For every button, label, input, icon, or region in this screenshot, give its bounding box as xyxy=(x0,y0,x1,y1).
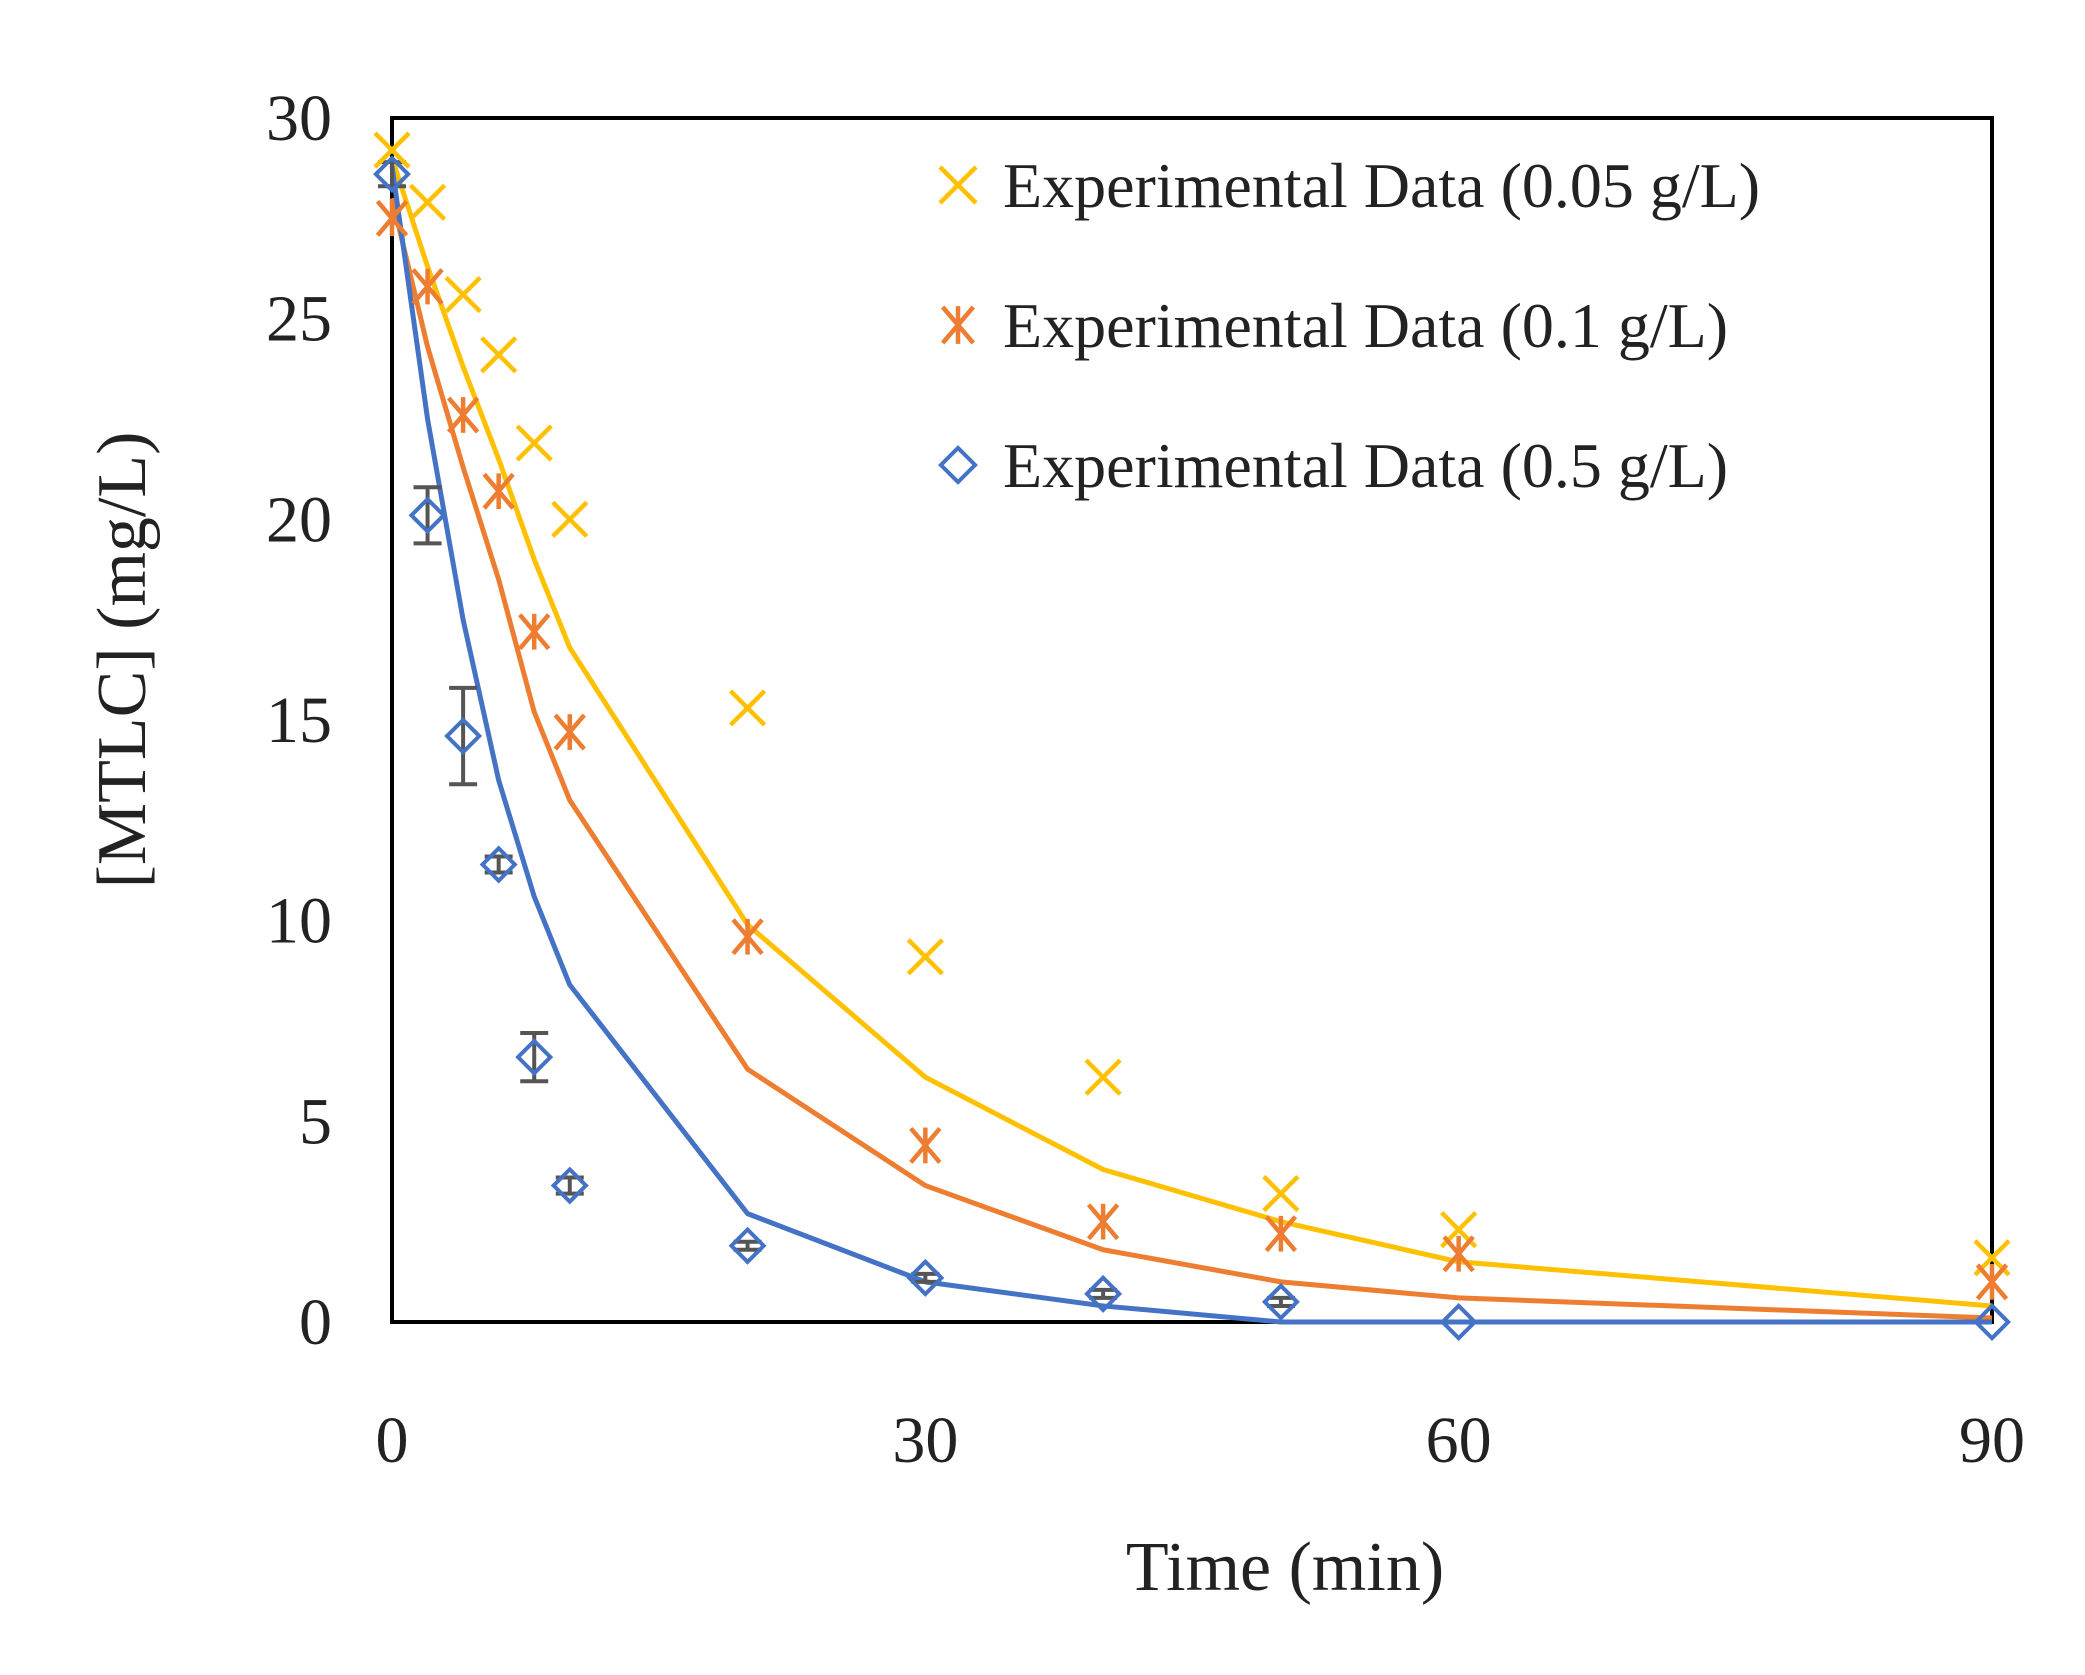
data-point-series-1 xyxy=(480,336,518,374)
marker-stroke xyxy=(1084,1274,1123,1313)
marker-stroke xyxy=(1973,1303,2011,1341)
y-tick-label: 5 xyxy=(299,1085,332,1158)
x-tick-label: 60 xyxy=(1426,1404,1492,1477)
legend-item: Experimental Data (0.5 g/L) xyxy=(938,430,1728,501)
x-tick-label: 0 xyxy=(376,1404,409,1477)
marker-stroke xyxy=(728,689,767,727)
marker-stroke xyxy=(1084,1058,1122,1096)
legend-label: Experimental Data (0.05 g/L) xyxy=(1003,150,1760,221)
data-point-series-3 xyxy=(479,845,518,884)
error-bar xyxy=(1266,1295,1295,1308)
y-tick-label: 30 xyxy=(266,82,332,155)
marker-stroke xyxy=(1262,1174,1300,1213)
data-point-series-2 xyxy=(1975,1263,2009,1301)
data-point-series-1 xyxy=(444,275,482,314)
data-point-series-3 xyxy=(1439,1303,1478,1341)
data-point-series-1 xyxy=(728,689,767,727)
data-point-series-2 xyxy=(518,613,551,651)
data-point-series-2 xyxy=(1264,1215,1298,1253)
marker-stroke xyxy=(1439,1303,1478,1341)
marker-stroke xyxy=(551,500,589,538)
data-point-series-2 xyxy=(1442,1235,1475,1273)
x-tick-label: 30 xyxy=(892,1404,958,1477)
marker-stroke xyxy=(515,1038,554,1077)
fit-line-series-3 xyxy=(389,165,1992,1325)
y-tick-label: 0 xyxy=(299,1286,332,1359)
marker-stroke xyxy=(1261,1282,1300,1321)
legend-label: Experimental Data (0.5 g/L) xyxy=(1003,430,1728,501)
data-point-series-1 xyxy=(906,938,944,976)
error-bar xyxy=(413,485,442,546)
data-point-series-1 xyxy=(1084,1058,1122,1096)
data-point-series-2 xyxy=(731,918,764,956)
data-point-series-3 xyxy=(1261,1282,1300,1321)
marker-stroke xyxy=(373,155,411,194)
data-point-series-3 xyxy=(373,155,411,194)
legend-marker xyxy=(938,165,978,205)
marker-stroke xyxy=(906,1258,945,1297)
data-point-series-3 xyxy=(444,717,483,756)
data-point-series-3 xyxy=(408,496,447,535)
data-point-series-2 xyxy=(446,396,480,434)
marker-stroke xyxy=(550,1166,589,1205)
marker-stroke xyxy=(444,717,483,756)
data-point-series-2 xyxy=(482,472,515,510)
data-point-series-2 xyxy=(411,268,444,306)
marker-stroke xyxy=(480,336,518,374)
marker-stroke xyxy=(938,445,978,485)
legend-marker xyxy=(940,305,976,345)
marker-stroke xyxy=(515,424,553,462)
data-point-series-2 xyxy=(553,713,586,751)
data-point-series-3 xyxy=(906,1258,945,1297)
marker-stroke xyxy=(408,183,447,221)
y-tick-label: 15 xyxy=(266,684,332,757)
plot-frame xyxy=(390,116,1994,1324)
data-point-series-2 xyxy=(909,1126,942,1164)
y-tick-label: 25 xyxy=(266,283,332,356)
data-point-series-2 xyxy=(375,199,409,237)
data-point-series-3 xyxy=(550,1166,589,1205)
error-bar xyxy=(733,1239,762,1252)
data-point-series-1 xyxy=(551,500,589,538)
data-point-series-1 xyxy=(373,131,411,169)
data-point-series-1 xyxy=(1262,1174,1300,1213)
fit-line-series-1 xyxy=(389,157,1993,1309)
error-bar xyxy=(1089,1287,1118,1300)
legend-label: Experimental Data (0.1 g/L) xyxy=(1003,290,1728,361)
data-point-series-3 xyxy=(1973,1303,2011,1341)
x-tick-label: 90 xyxy=(1959,1404,2025,1477)
error-bar xyxy=(449,685,478,787)
data-point-series-3 xyxy=(515,1038,554,1077)
marker-stroke xyxy=(408,496,447,535)
legend-item: Experimental Data (0.1 g/L) xyxy=(940,290,1728,361)
data-point-series-3 xyxy=(728,1226,767,1265)
fit-line-series-2 xyxy=(389,197,1993,1321)
y-tick-label: 20 xyxy=(266,483,332,556)
marker-stroke xyxy=(479,845,518,884)
marker-stroke xyxy=(906,938,944,976)
legend-marker xyxy=(938,445,978,485)
x-axis-title: Time (min) xyxy=(1126,1529,1444,1606)
y-tick-label: 10 xyxy=(266,885,332,958)
marker-stroke xyxy=(728,1226,767,1265)
legend-item: Experimental Data (0.05 g/L) xyxy=(938,150,1760,221)
marker-stroke xyxy=(373,131,411,169)
marker-stroke xyxy=(444,275,482,314)
data-point-series-1 xyxy=(408,183,447,221)
data-point-series-2 xyxy=(1086,1203,1120,1241)
marker-stroke xyxy=(938,165,978,205)
data-point-series-3 xyxy=(1084,1274,1123,1313)
data-point-series-1 xyxy=(515,424,553,462)
y-axis-title: [MTLC] (mg/L) xyxy=(84,432,161,889)
